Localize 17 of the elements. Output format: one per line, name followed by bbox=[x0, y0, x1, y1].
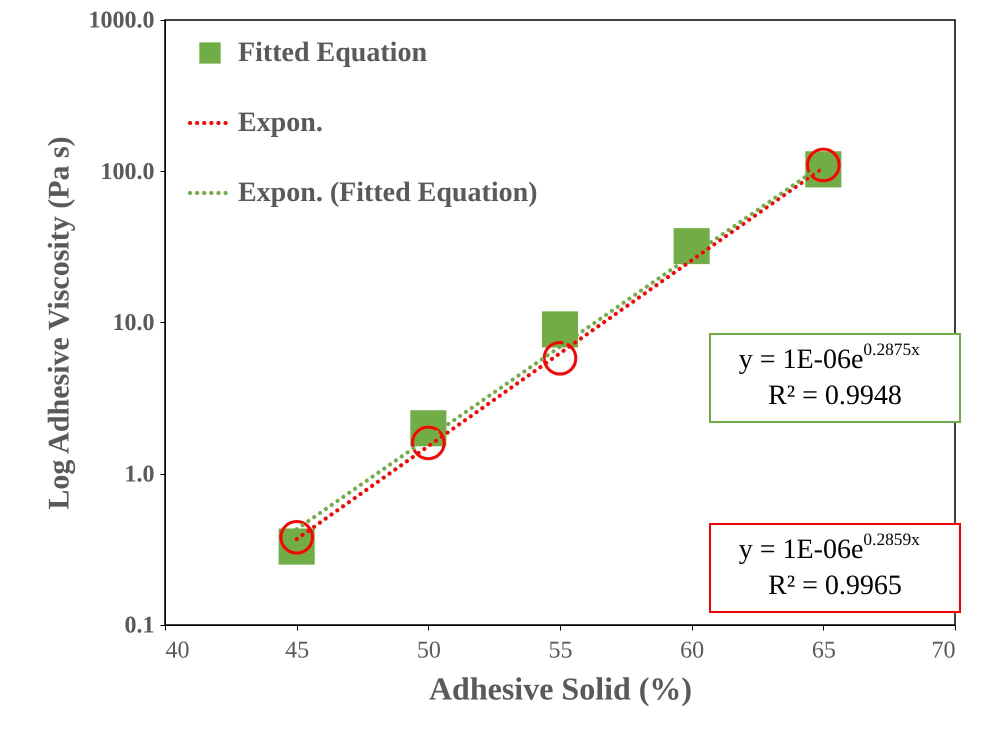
x-tick-label: 65 bbox=[812, 638, 836, 664]
x-tick-label: 70 bbox=[932, 638, 956, 664]
y-tick-label: 1000.0 bbox=[88, 8, 154, 34]
x-tick-label: 45 bbox=[285, 638, 310, 664]
legend-label: Fitted Equation bbox=[238, 37, 428, 68]
legend-label: Expon. (Fitted Equation) bbox=[238, 177, 538, 208]
x-axis-title: Adhesive Solid (%) bbox=[428, 670, 692, 706]
legend-label: Expon. bbox=[238, 107, 323, 138]
x-tick-label: 40 bbox=[166, 638, 190, 664]
y-tick-label: 10.0 bbox=[112, 310, 154, 336]
y-tick-label: 100.0 bbox=[100, 158, 154, 185]
y-tick-label: 1.0 bbox=[124, 461, 154, 488]
x-tick-label: 50 bbox=[416, 638, 441, 664]
x-tick-label: 55 bbox=[548, 638, 572, 664]
y-axis-title: Log Adhesive Viscosity (Pa s) bbox=[42, 136, 76, 510]
x-tick-label: 60 bbox=[680, 638, 704, 664]
y-tick-label: 0.1 bbox=[124, 612, 154, 638]
